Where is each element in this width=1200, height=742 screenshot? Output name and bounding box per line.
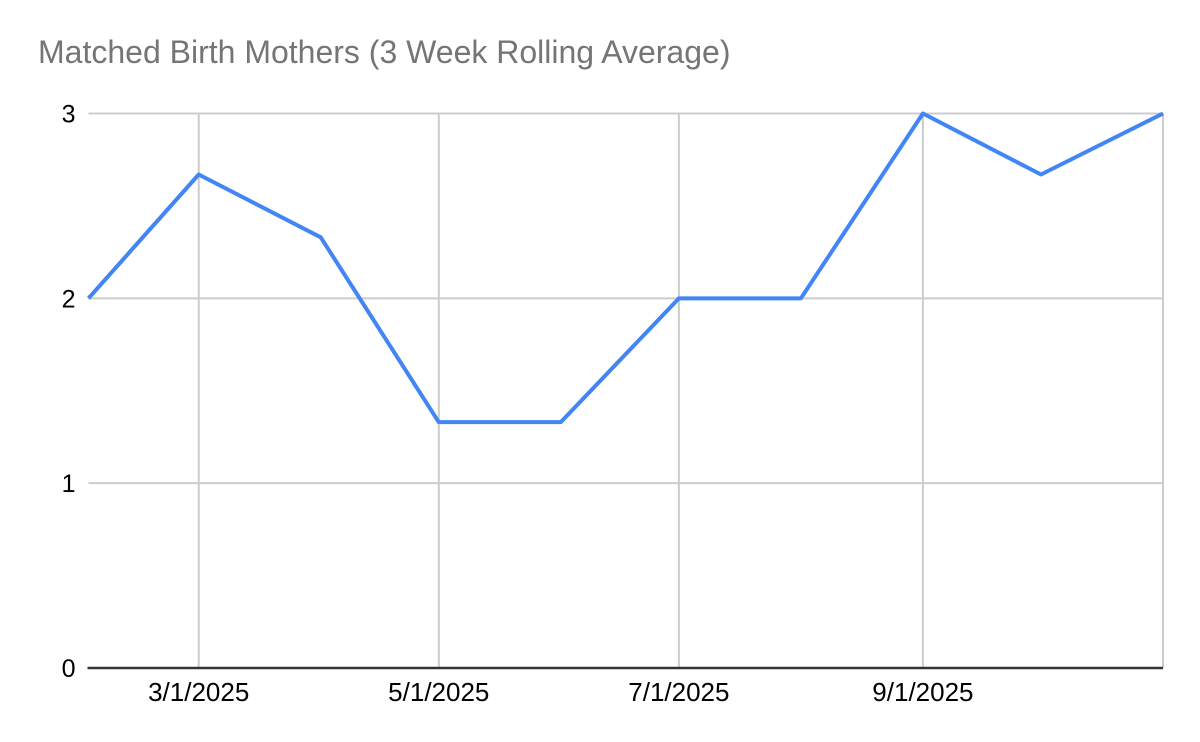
y-axis-tick-label: 0 — [62, 655, 76, 683]
chart-title: Matched Birth Mothers (3 Week Rolling Av… — [38, 34, 731, 70]
x-axis-tick-label: 5/1/2025 — [388, 677, 489, 707]
x-axis-tick-label: 3/1/2025 — [148, 677, 249, 707]
x-axis-tick-label: 9/1/2025 — [872, 677, 973, 707]
y-axis-tick-label: 1 — [62, 470, 76, 498]
y-axis-tick-label: 2 — [62, 285, 76, 313]
y-axis-tick-label: 3 — [62, 101, 76, 129]
x-axis-tick-label: 7/1/2025 — [628, 677, 729, 707]
data-series-line — [87, 111, 1164, 425]
